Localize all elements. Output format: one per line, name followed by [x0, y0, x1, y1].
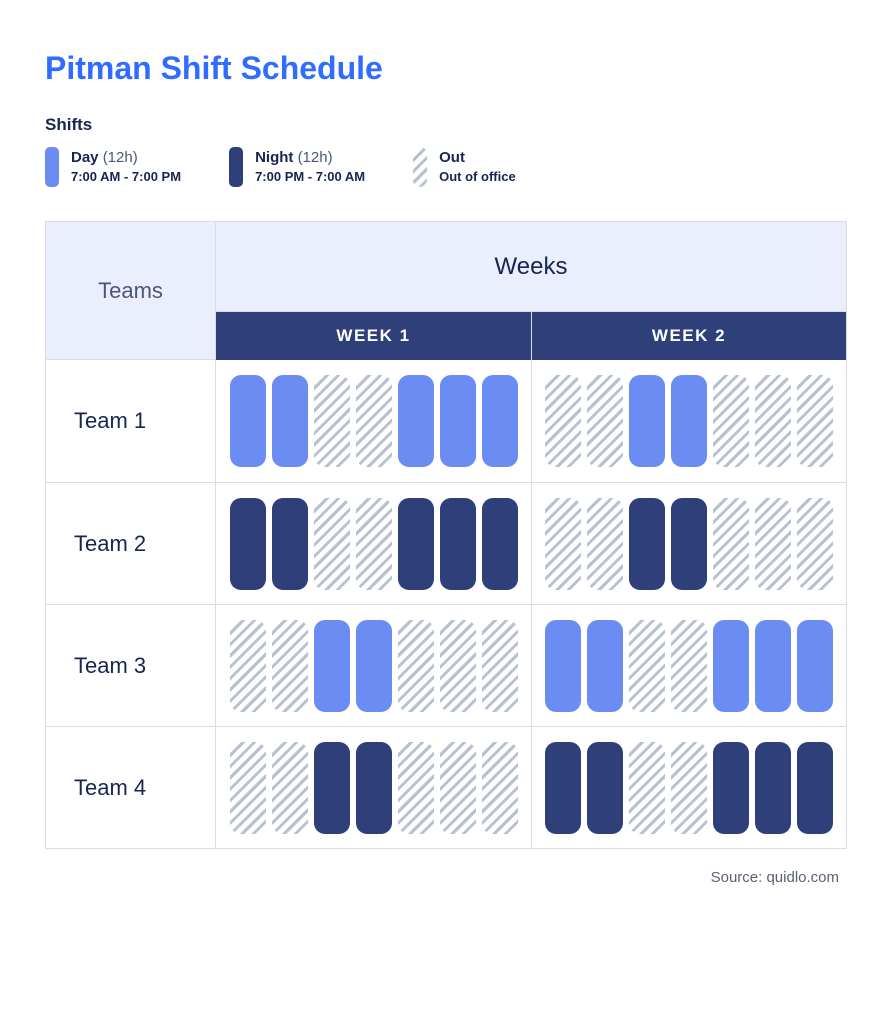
shift-pill-night	[272, 498, 308, 590]
shift-pill-out	[545, 375, 581, 467]
shift-pill-out	[272, 742, 308, 834]
shift-pill-day	[545, 620, 581, 712]
week-cell	[216, 483, 531, 604]
table-row: Team 3	[46, 604, 846, 726]
shift-pill-day	[482, 375, 518, 467]
team-label: Team 4	[46, 727, 216, 848]
shift-pill-out	[314, 498, 350, 590]
legend-item-out: Out Out of office	[413, 147, 516, 187]
shifts-section-label: Shifts	[45, 115, 847, 135]
legend-title: Night (12h)	[255, 148, 365, 168]
schedule-table: Teams Weeks WEEK 1WEEK 2 Team 1Team 2Tea…	[45, 221, 847, 849]
out-swatch	[413, 147, 427, 187]
shift-pill-night	[629, 498, 665, 590]
page-title: Pitman Shift Schedule	[45, 50, 847, 87]
table-row: Team 4	[46, 726, 846, 848]
shift-pill-day	[587, 620, 623, 712]
shift-pill-out	[440, 620, 476, 712]
shift-pill-out	[272, 620, 308, 712]
team-label: Team 1	[46, 360, 216, 482]
shift-pill-day	[797, 620, 833, 712]
shift-pill-out	[629, 620, 665, 712]
table-row: Team 1	[46, 360, 846, 482]
legend: Day (12h)7:00 AM - 7:00 PMNight (12h)7:0…	[45, 147, 847, 187]
shift-pill-out	[671, 742, 707, 834]
day-swatch	[45, 147, 59, 187]
night-swatch	[229, 147, 243, 187]
source-attribution: Source: quidlo.com	[45, 869, 847, 886]
week-cell	[531, 605, 846, 726]
legend-subtitle: 7:00 PM - 7:00 AM	[255, 169, 365, 186]
week-cell	[531, 360, 846, 482]
shift-pill-night	[587, 742, 623, 834]
shift-pill-out	[356, 498, 392, 590]
shift-pill-out	[545, 498, 581, 590]
shift-pill-out	[755, 375, 791, 467]
shift-pill-out	[398, 742, 434, 834]
shift-pill-out	[230, 742, 266, 834]
legend-subtitle: Out of office	[439, 169, 516, 186]
shift-pill-day	[713, 620, 749, 712]
shift-pill-out	[713, 375, 749, 467]
shift-pill-day	[629, 375, 665, 467]
shift-pill-out	[797, 375, 833, 467]
week-header: WEEK 1	[216, 312, 531, 360]
shift-pill-out	[797, 498, 833, 590]
shift-pill-night	[356, 742, 392, 834]
shift-pill-out	[587, 498, 623, 590]
shift-pill-out	[314, 375, 350, 467]
teams-header: Teams	[46, 222, 216, 360]
shift-pill-out	[713, 498, 749, 590]
shift-pill-night	[797, 742, 833, 834]
shift-pill-night	[755, 742, 791, 834]
week-cell	[531, 727, 846, 848]
shift-pill-day	[398, 375, 434, 467]
weeks-header: Weeks	[216, 222, 846, 312]
shift-pill-day	[671, 375, 707, 467]
shift-pill-out	[356, 375, 392, 467]
table-row: Team 2	[46, 482, 846, 604]
shift-pill-out	[230, 620, 266, 712]
shift-pill-out	[755, 498, 791, 590]
shift-pill-night	[671, 498, 707, 590]
shift-pill-day	[314, 620, 350, 712]
week-cell	[216, 605, 531, 726]
shift-pill-day	[272, 375, 308, 467]
shift-pill-night	[482, 498, 518, 590]
week-cell	[216, 727, 531, 848]
shift-pill-out	[398, 620, 434, 712]
shift-pill-night	[713, 742, 749, 834]
shift-pill-night	[230, 498, 266, 590]
shift-pill-night	[398, 498, 434, 590]
week-columns: WEEK 1WEEK 2	[216, 312, 846, 360]
shift-pill-out	[440, 742, 476, 834]
shift-pill-out	[629, 742, 665, 834]
legend-subtitle: 7:00 AM - 7:00 PM	[71, 169, 181, 186]
shift-pill-day	[440, 375, 476, 467]
shift-pill-out	[671, 620, 707, 712]
shift-pill-night	[440, 498, 476, 590]
shift-pill-day	[230, 375, 266, 467]
legend-title: Day (12h)	[71, 148, 181, 168]
shift-pill-out	[482, 742, 518, 834]
team-label: Team 3	[46, 605, 216, 726]
legend-item-day: Day (12h)7:00 AM - 7:00 PM	[45, 147, 181, 187]
week-cell	[531, 483, 846, 604]
shift-pill-day	[755, 620, 791, 712]
legend-item-night: Night (12h)7:00 PM - 7:00 AM	[229, 147, 365, 187]
team-label: Team 2	[46, 483, 216, 604]
week-cell	[216, 360, 531, 482]
shift-pill-night	[545, 742, 581, 834]
legend-title: Out	[439, 148, 516, 168]
shift-pill-out	[587, 375, 623, 467]
shift-pill-night	[314, 742, 350, 834]
shift-pill-out	[482, 620, 518, 712]
shift-pill-day	[356, 620, 392, 712]
week-header: WEEK 2	[531, 312, 846, 360]
